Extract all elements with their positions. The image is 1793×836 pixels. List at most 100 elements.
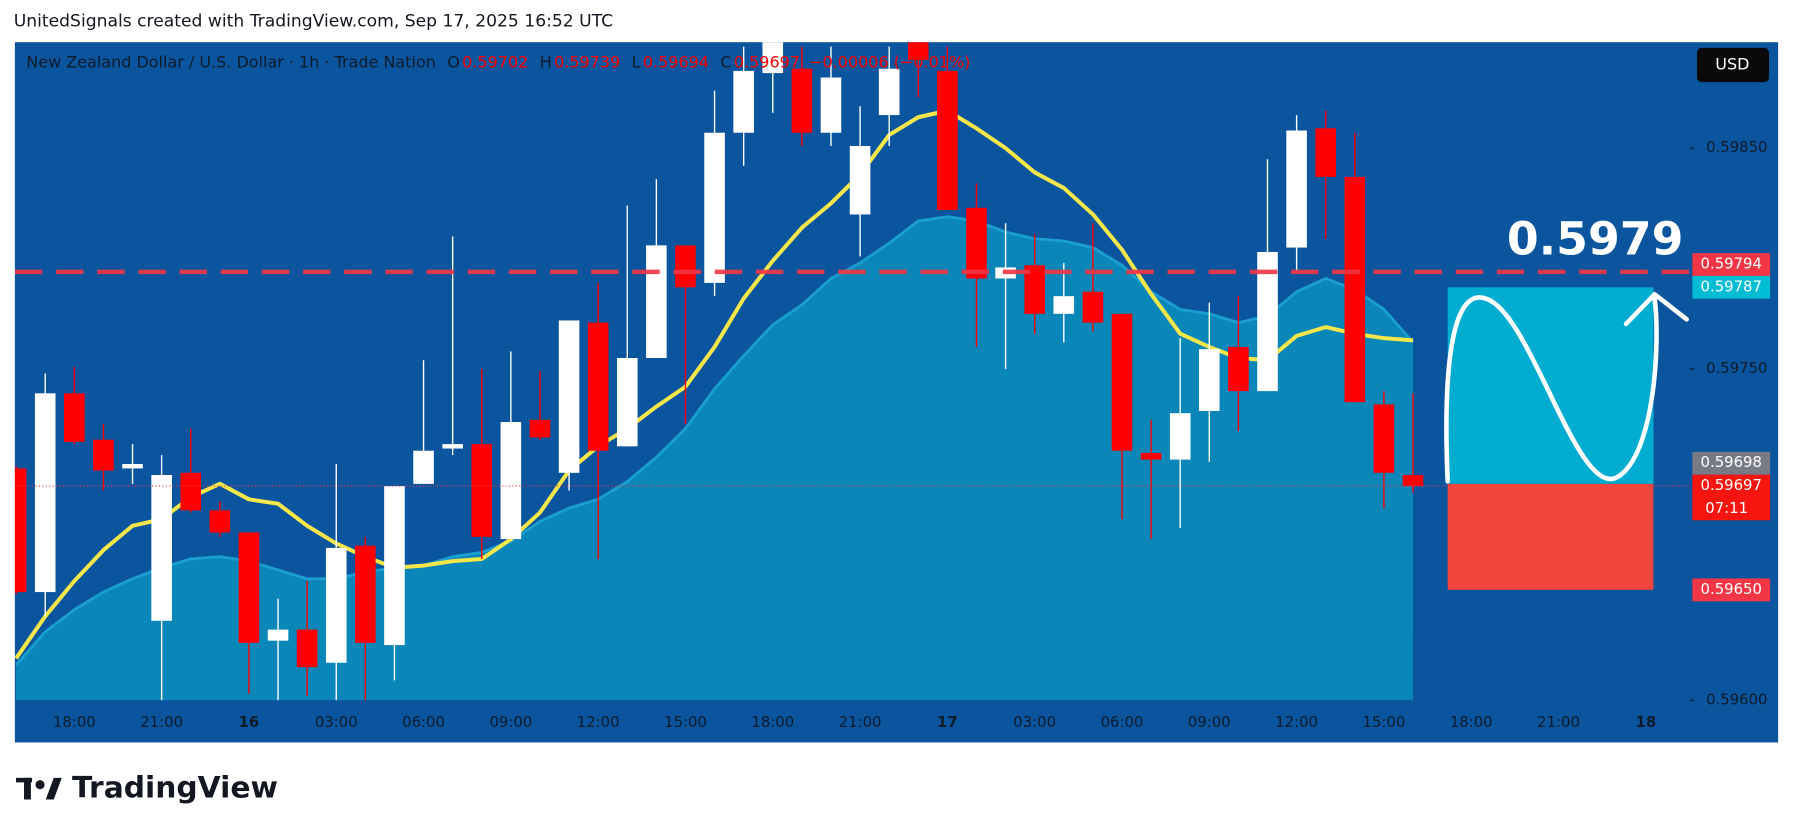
price-label: 0.59794 — [1701, 256, 1762, 273]
x-tick-label: 12:00 — [577, 714, 620, 731]
candle-body — [1199, 349, 1220, 411]
candle-body — [14, 468, 27, 593]
candle-body — [267, 629, 289, 641]
y-tick-label: 0.59600 — [1706, 691, 1767, 708]
legend: New Zealand Dollar / U.S. Dollar · 1h · … — [26, 52, 970, 71]
x-tick-label: 03:00 — [1013, 714, 1056, 731]
candle-body — [471, 444, 493, 537]
candle-body — [325, 547, 347, 663]
target-zone — [1447, 287, 1654, 484]
price-label: 0.59650 — [1701, 581, 1762, 598]
x-tick-label: 21:00 — [1537, 714, 1580, 731]
candle-body — [675, 245, 696, 288]
candle-body — [529, 419, 551, 438]
drawn-curve — [1444, 291, 1689, 484]
candle-body — [646, 245, 667, 358]
candle-body — [849, 145, 871, 215]
currency-box — [1696, 47, 1769, 83]
candle-body — [704, 132, 725, 283]
overlay: 0.5979 — [1444, 212, 1689, 590]
candle-body — [64, 393, 85, 442]
x-tick-label: 09:00 — [489, 714, 532, 731]
price-label-box — [1692, 578, 1771, 602]
candle-body — [355, 545, 376, 643]
candle-body — [296, 629, 318, 668]
candle-body — [820, 77, 842, 133]
ohlc-key: O — [447, 52, 460, 71]
x-tick-label: 15:00 — [1363, 714, 1406, 731]
x-tick-label: 17 — [937, 714, 958, 731]
candle-body — [587, 322, 609, 451]
ohlc-value: 0.59739 — [554, 52, 620, 71]
x-tick-label: 16 — [239, 714, 260, 731]
plot-area — [14, 42, 1691, 701]
x-tick-label: 18:00 — [53, 714, 96, 731]
countdown: 07:11 — [1705, 500, 1748, 517]
price-label: 0.59697 — [1701, 477, 1762, 494]
x-tick-label: 18:00 — [1450, 714, 1493, 731]
candle-body — [238, 532, 260, 643]
candle-body — [1286, 130, 1307, 248]
candle-body — [878, 68, 900, 116]
price-label: 0.59787 — [1701, 278, 1762, 295]
candle-body — [1082, 291, 1104, 323]
candle-body — [1140, 452, 1162, 460]
y-tick-label: 0.59750 — [1706, 360, 1767, 377]
candle-body — [151, 475, 172, 621]
change: −0.00006 (−0.01%) — [809, 52, 970, 71]
candle-body — [34, 393, 56, 593]
stop-zone — [1447, 483, 1654, 590]
x-tick-label: 21:00 — [140, 714, 183, 731]
annotation: 0.5979 — [1507, 212, 1683, 265]
candle-body — [1373, 404, 1395, 473]
ohlc-key: H — [540, 52, 552, 71]
logo-text: TradingView — [72, 771, 278, 806]
x-tick-label: 06:00 — [402, 714, 445, 731]
candle-body — [616, 357, 638, 447]
price-label: 0.59698 — [1701, 454, 1762, 471]
price-label-box — [1692, 451, 1771, 475]
header: UnitedSignals created with TradingView.c… — [14, 12, 613, 32]
candle-body — [1111, 313, 1133, 451]
ohlc-key: C — [720, 52, 731, 71]
candle-body — [500, 422, 522, 540]
candle-body — [966, 207, 987, 279]
logo-mark — [16, 777, 62, 800]
candle-body — [93, 439, 114, 471]
candle-body — [122, 463, 143, 469]
y-tick-label: 0.59850 — [1706, 139, 1767, 156]
candle-body — [1169, 413, 1191, 460]
candle-body — [937, 70, 958, 211]
x-tick-label: 21:00 — [839, 714, 882, 731]
ohlc-value: 0.59702 — [462, 52, 528, 71]
candle-body — [907, 42, 929, 60]
candle-body — [1024, 265, 1045, 314]
candle-body — [762, 42, 784, 74]
symbol: New Zealand Dollar / U.S. Dollar · 1h · … — [26, 52, 436, 71]
x-tick-label: 03:00 — [315, 714, 358, 731]
x-tick-label: 12:00 — [1275, 714, 1318, 731]
x-tick-label: 18 — [1635, 714, 1656, 731]
candle-body — [442, 444, 463, 449]
ohlc-value: 0.59697 — [734, 52, 800, 71]
x-tick-label: 09:00 — [1188, 714, 1231, 731]
candle-body — [413, 450, 434, 484]
price-label-box — [1692, 474, 1771, 521]
candle-body — [1402, 475, 1424, 487]
candle-body — [1315, 128, 1337, 177]
currency: USD — [1715, 55, 1749, 74]
price-label-box — [1692, 253, 1771, 276]
candle-body — [1257, 251, 1278, 392]
ma-line — [14, 108, 1414, 660]
x-tick-label: 15:00 — [664, 714, 707, 731]
ohlc-value: 0.59694 — [643, 52, 709, 71]
ohlc-key: L — [632, 52, 641, 71]
candle-body — [1053, 296, 1075, 314]
x-tick-label: 06:00 — [1101, 714, 1144, 731]
candle-body — [384, 486, 405, 646]
candle-body — [1344, 176, 1366, 403]
candle-body — [180, 472, 202, 511]
candle-body — [1228, 346, 1249, 392]
candle-body — [733, 70, 754, 133]
